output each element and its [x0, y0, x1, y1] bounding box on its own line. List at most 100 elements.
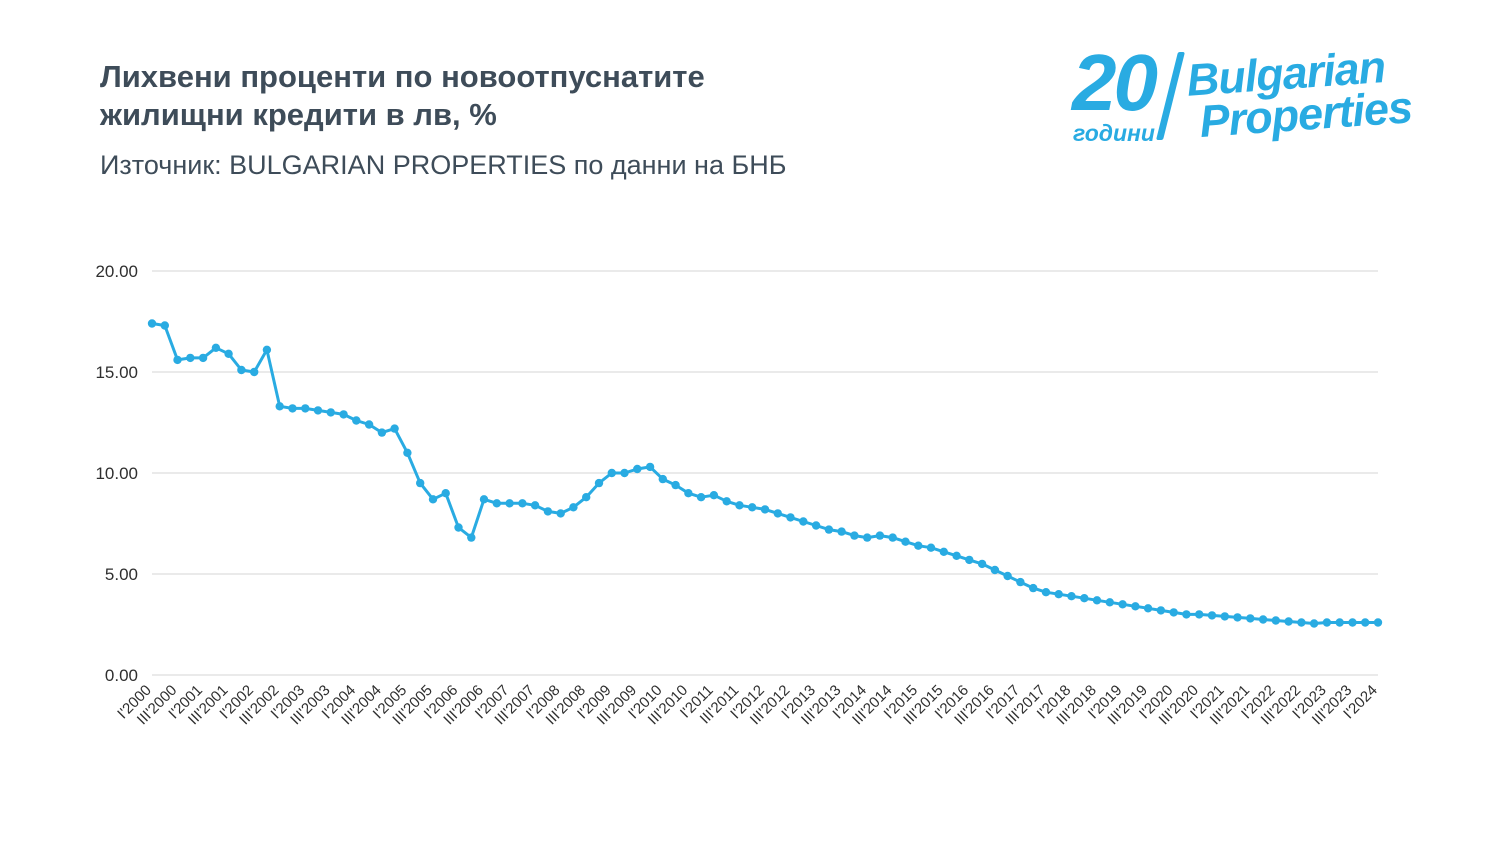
- data-point: [837, 527, 846, 536]
- data-point: [479, 495, 489, 504]
- data-point: [377, 428, 387, 437]
- data-point: [671, 480, 680, 490]
- page-title: Лихвени проценти по новоотпуснатите жили…: [100, 58, 705, 134]
- data-point: [607, 468, 616, 478]
- data-point: [441, 489, 450, 498]
- data-point: [1220, 612, 1230, 621]
- logo-divider-bar-icon: [1156, 52, 1185, 140]
- data-point: [530, 501, 540, 510]
- y-tick-label: 5.00: [105, 565, 138, 584]
- data-point: [1233, 613, 1242, 622]
- data-point: [505, 499, 514, 508]
- data-point: [582, 493, 591, 502]
- data-point: [492, 499, 501, 508]
- data-point: [735, 501, 744, 510]
- interest-rate-line-chart: 20.00 15.00 10.00 5.00 0.00I'2000III'2000I'2…: [95, 262, 1383, 728]
- data-point: [364, 420, 374, 429]
- data-point: [863, 533, 872, 542]
- y-tick-label: 10.00: [95, 464, 138, 483]
- gridlines: [152, 270, 1378, 676]
- data-point: [288, 404, 297, 413]
- data-point: [939, 547, 948, 556]
- data-point: [1258, 615, 1268, 624]
- data-point: [1156, 606, 1166, 615]
- data-point: [1067, 592, 1076, 601]
- data-point: [850, 531, 859, 540]
- data-point: [1309, 619, 1319, 628]
- data-point: [339, 410, 348, 419]
- data-point: [160, 321, 169, 330]
- data-point: [556, 509, 565, 518]
- data-point: [403, 448, 412, 457]
- data-point: [658, 474, 667, 484]
- data-point: [773, 509, 782, 518]
- data-point: [990, 565, 1000, 575]
- data-point: [696, 493, 706, 502]
- y-tick-label: 15.00: [95, 363, 138, 382]
- data-point: [1016, 577, 1025, 587]
- x-axis-labels: I'2000III'2000I'2001III'2001I'2002III'20…: [114, 682, 1381, 728]
- data-point: [1131, 602, 1140, 611]
- data-point: [1348, 618, 1357, 627]
- data-point: [416, 478, 425, 488]
- data-point: [518, 499, 527, 508]
- data-point: [147, 319, 157, 328]
- data-point: [1182, 610, 1191, 619]
- page-title-line1: Лихвени проценти по новоотпуснатите: [100, 59, 705, 94]
- data-point: [1143, 604, 1153, 613]
- data-point: [748, 503, 757, 512]
- data-point: [1029, 583, 1038, 593]
- data-point: [1373, 618, 1383, 627]
- data-point: [237, 365, 246, 375]
- data-point: [313, 406, 323, 415]
- data-point: [1041, 588, 1051, 597]
- data-point: [977, 559, 987, 569]
- data-point: [1105, 598, 1114, 607]
- y-tick-label: 20.00: [95, 262, 138, 281]
- y-axis-labels: 20.00 15.00 10.00 5.00 0.00: [95, 262, 138, 685]
- data-point: [914, 541, 923, 550]
- data-point: [786, 513, 795, 522]
- data-point: [1284, 617, 1293, 626]
- data-point: [684, 489, 693, 498]
- data-points: [147, 319, 1383, 628]
- logo-brand-line2: Properties: [1197, 81, 1414, 147]
- data-point: [620, 468, 629, 478]
- data-point: [824, 525, 834, 534]
- page-title-line2: жилищни кредити в лв, %: [100, 96, 497, 132]
- data-point: [543, 507, 553, 516]
- data-point: [224, 349, 233, 358]
- data-point: [467, 533, 476, 542]
- data-point: [198, 353, 208, 363]
- data-point: [1297, 618, 1306, 627]
- data-point: [633, 464, 642, 474]
- data-point: [888, 533, 897, 542]
- data-point: [352, 416, 361, 425]
- data-point: [569, 503, 578, 512]
- data-point: [262, 345, 272, 354]
- data-point: [1169, 608, 1178, 617]
- data-point: [901, 537, 910, 546]
- data-point: [1246, 614, 1255, 623]
- data-point: [1118, 600, 1127, 609]
- data-point: [1003, 571, 1012, 581]
- data-point: [645, 462, 655, 472]
- data-point: [709, 491, 719, 500]
- y-tick-label: 0.00: [105, 666, 138, 685]
- data-point: [390, 424, 399, 433]
- data-point: [250, 367, 259, 377]
- data-point: [326, 408, 335, 417]
- data-point: [875, 531, 885, 540]
- data-point: [965, 555, 974, 565]
- data-point: [454, 523, 463, 532]
- logo-20-number: 20: [1072, 38, 1158, 127]
- data-point: [1361, 618, 1370, 627]
- data-point: [722, 497, 731, 506]
- data-point: [952, 551, 961, 560]
- data-point: [1195, 610, 1204, 619]
- data-point: [301, 404, 310, 413]
- data-point: [173, 355, 182, 365]
- chart-container: 20.00 15.00 10.00 5.00 0.00 I'2000 III'2000 I'2…: [88, 236, 1400, 833]
- data-point: [799, 517, 808, 526]
- logo-brand-name: Bulgarian Properties: [1185, 41, 1414, 147]
